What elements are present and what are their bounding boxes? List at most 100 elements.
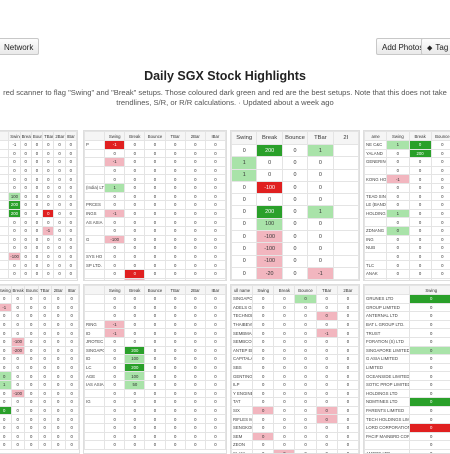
table-cell: 0 (25, 441, 39, 450)
table-cell: 0 (282, 267, 307, 279)
stock-scanner-table: ull nameSwingBreakBounceTBar2BarSINGAPOR… (231, 285, 359, 454)
table-row: 0 (365, 441, 450, 450)
table-cell (85, 166, 105, 175)
table-cell: 0 (38, 389, 52, 398)
column-header: Swing (0, 286, 11, 295)
column-header: Break (125, 286, 145, 295)
table-cell: 0 (205, 380, 225, 389)
table-cell: -1 (105, 209, 125, 218)
table-cell: 0 (165, 423, 185, 432)
table-cell: 0 (253, 372, 274, 381)
table-cell: 0 (205, 269, 225, 278)
table-cell: 0 (337, 329, 358, 338)
table-cell: 0 (25, 346, 39, 355)
table-cell: 0 (253, 346, 274, 355)
tag-button[interactable]: ◆Tag (421, 38, 450, 55)
table-cell: 0 (105, 252, 125, 261)
table-cell: 0 (185, 269, 205, 278)
table-cell: 0 (54, 235, 65, 244)
table-cell (365, 441, 410, 450)
table-cell: 0 (205, 337, 225, 346)
table-cell: 0 (20, 149, 31, 158)
table-cell: 0 (105, 398, 125, 407)
table-cell: 0 (31, 183, 42, 192)
table-cell: 0 (0, 432, 11, 441)
table-cell (0, 269, 9, 278)
table-cell: 0 (125, 389, 145, 398)
screenshot-thumbnail-7[interactable]: ull nameSwingBreakBounceTBar2BarSINGAPOR… (230, 284, 360, 454)
table-cell: 100 (125, 372, 145, 381)
table-cell (85, 295, 105, 304)
table-cell: -1 (9, 141, 20, 150)
table-cell: 0 (25, 380, 39, 389)
table-cell (333, 255, 358, 267)
table-cell: LORD CORPORATION LTD (365, 423, 410, 432)
screenshot-thumbnail-5[interactable]: SwingBreakBounceTBar2BarIBar000000-10000… (0, 284, 80, 454)
table-cell: 0 (105, 244, 125, 253)
table-cell: 0 (409, 252, 431, 261)
table-cell: 200 (125, 346, 145, 355)
table-cell (365, 218, 387, 227)
table-cell: 0 (232, 255, 257, 267)
table-cell (0, 261, 9, 270)
table-cell: 0 (105, 337, 125, 346)
table-cell: 0 (31, 149, 42, 158)
column-header: Bounce (295, 286, 316, 295)
table-cell: 0 (38, 380, 52, 389)
network-button[interactable]: Network (0, 38, 39, 55)
table-cell: 0 (65, 389, 79, 398)
table-cell: 0 (31, 252, 42, 261)
column-header: TBar (316, 286, 337, 295)
table-cell: 0 (145, 303, 165, 312)
table-cell (0, 192, 9, 201)
column-header: TBar (43, 132, 54, 141)
table-cell: 0 (165, 226, 185, 235)
table-cell: 0 (31, 235, 42, 244)
table-cell: 0 (54, 252, 65, 261)
table-cell: 0 (316, 423, 337, 432)
table-cell: 0 (25, 295, 39, 304)
column-header: TBar (165, 286, 185, 295)
table-cell: 0 (145, 175, 165, 184)
table-cell: 0 (316, 346, 337, 355)
table-cell: 0 (125, 192, 145, 201)
table-cell: 0 (125, 261, 145, 270)
table-cell: 0 (145, 346, 165, 355)
table-cell: OCEANSIDE LIMITED (365, 372, 410, 381)
table-cell: 0 (105, 192, 125, 201)
table-cell: YALAND (365, 149, 387, 158)
table-cell: 0 (295, 329, 316, 338)
table-cell (85, 415, 105, 424)
table-cell: 0 (43, 269, 54, 278)
screenshot-thumbnail-1[interactable]: SwingBreakBounceTBar2BarIBar-10000000000… (0, 130, 78, 281)
table-cell: 0 (253, 423, 274, 432)
column-header: Swing (253, 286, 274, 295)
table-cell: 0 (253, 295, 274, 304)
table-cell: 0 (205, 235, 225, 244)
table-cell: 0 (185, 295, 205, 304)
table-cell: 0 (125, 149, 145, 158)
table-cell: 0 (38, 312, 52, 321)
table-cell: 0 (308, 243, 333, 255)
table-cell: 0 (308, 169, 333, 181)
table-cell: 0 (145, 312, 165, 321)
column-header: IBar (65, 286, 79, 295)
table-cell: 0 (274, 346, 295, 355)
